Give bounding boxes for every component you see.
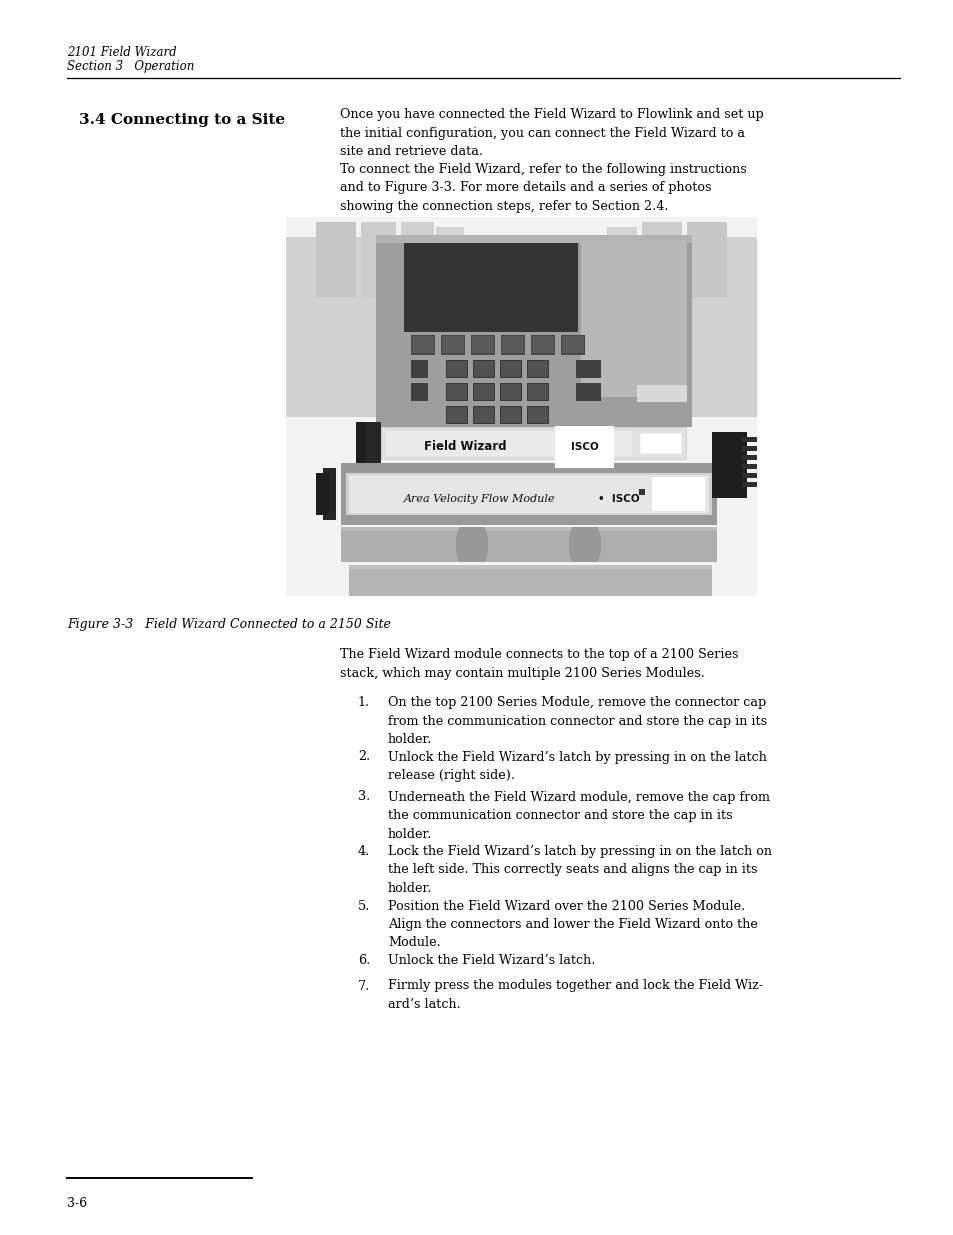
Text: Position the Field Wizard over the 2100 Series Module.
Align the connectors and : Position the Field Wizard over the 2100 … [388,899,757,950]
Text: ISCO: ISCO [571,442,598,452]
Text: Field Wizard: Field Wizard [423,441,506,453]
Text: 1.: 1. [357,697,370,709]
Text: On the top 2100 Series Module, remove the connector cap
from the communication c: On the top 2100 Series Module, remove th… [388,697,766,746]
Text: 2.: 2. [357,751,370,763]
Text: Figure 3-3   Field Wizard Connected to a 2150 Site: Figure 3-3 Field Wizard Connected to a 2… [67,618,391,631]
Text: Once you have connected the Field Wizard to Flowlink and set up
the initial conf: Once you have connected the Field Wizard… [339,107,763,158]
Text: Area Velocity Flow Module: Area Velocity Flow Module [403,494,555,504]
Text: Section 3   Operation: Section 3 Operation [67,61,194,73]
Text: 6.: 6. [357,953,370,967]
Text: Firmly press the modules together and lock the Field Wiz-
ard’s latch.: Firmly press the modules together and lo… [388,979,762,1011]
Text: 3.: 3. [357,790,370,804]
Text: 3.4 Connecting to a Site: 3.4 Connecting to a Site [79,112,285,127]
Text: Lock the Field Wizard’s latch by pressing in on the latch on
the left side. This: Lock the Field Wizard’s latch by pressin… [388,845,771,895]
Text: •  ISCO: • ISCO [598,494,639,504]
Text: Underneath the Field Wizard module, remove the cap from
the communication connec: Underneath the Field Wizard module, remo… [388,790,769,841]
Text: Unlock the Field Wizard’s latch by pressing in on the latch
release (right side): Unlock the Field Wizard’s latch by press… [388,751,766,782]
Text: 2101 Field Wizard: 2101 Field Wizard [67,46,176,59]
Text: The Field Wizard module connects to the top of a 2100 Series
stack, which may co: The Field Wizard module connects to the … [339,648,738,679]
Text: 3-6: 3-6 [67,1197,87,1210]
Text: 5.: 5. [357,899,370,913]
Text: 7.: 7. [357,979,370,993]
Text: To connect the Field Wizard, refer to the following instructions
and to Figure 3: To connect the Field Wizard, refer to th… [339,163,746,212]
Text: 4.: 4. [357,845,370,858]
Text: Unlock the Field Wizard’s latch.: Unlock the Field Wizard’s latch. [388,953,595,967]
